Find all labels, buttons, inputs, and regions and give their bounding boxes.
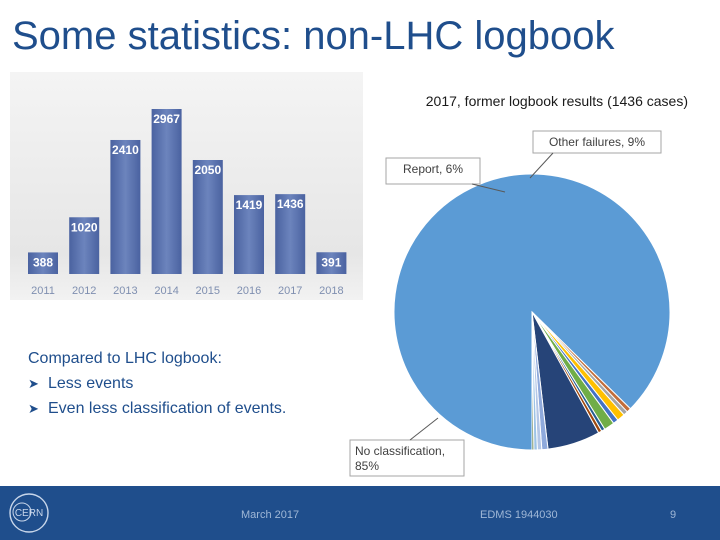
callout-label: Report, 6% (403, 162, 463, 176)
bullet-item: ➤ Even less classification of events. (28, 396, 286, 421)
x-tick-label: 2016 (237, 285, 261, 297)
bar-data-label: 2410 (112, 143, 139, 157)
pie-title: 2017, former logbook results (1436 cases… (426, 93, 688, 109)
bar (316, 252, 347, 274)
callout-leader-line (471, 183, 506, 193)
bullet-list: Compared to LHC logbook: ➤ Less events ➤ E… (28, 346, 286, 421)
callout-box (349, 439, 465, 477)
callout-label: 85% (355, 459, 379, 473)
x-tick-label: 2015 (196, 285, 220, 297)
footer-bar: CERN March 2017 EDMS 1944030 9 (0, 486, 720, 540)
arrow-bullet-icon: ➤ (28, 376, 39, 391)
x-tick-label: 2011 (31, 285, 55, 297)
x-tick-label: 2018 (319, 285, 343, 297)
footer-doc-id: EDMS 1944030 (480, 509, 558, 521)
bar (275, 194, 306, 274)
footer-page-number: 9 (670, 509, 677, 521)
bullet-text: Less events (48, 375, 134, 392)
arrow-bullet-icon: ➤ (28, 401, 39, 416)
x-tick-label: 2012 (72, 285, 96, 297)
bar (151, 109, 182, 274)
callout-leader-line (409, 417, 439, 441)
bar (192, 159, 223, 274)
bar-data-label: 391 (321, 255, 341, 269)
bar-data-label: 1436 (277, 197, 304, 211)
callout-leader-line (529, 152, 554, 179)
cern-logo-icon: CERN (6, 491, 52, 535)
callout-label: Other failures, 9% (549, 135, 645, 149)
bar-data-label: 2967 (153, 112, 180, 126)
bar (110, 139, 141, 274)
callout-box (532, 130, 662, 154)
bullet-heading: Compared to LHC logbook: (28, 350, 222, 367)
footer-date: March 2017 (241, 509, 300, 521)
callout-label: No classification, (355, 444, 445, 458)
bar-data-label: 1020 (71, 220, 98, 234)
x-tick-label: 2014 (154, 285, 178, 297)
x-tick-label: 2013 (113, 285, 137, 297)
bullet-item: ➤ Less events (28, 371, 286, 396)
bullet-text: Even less classification of events. (48, 400, 287, 417)
bar-data-label: 2050 (194, 163, 221, 177)
bar (69, 217, 100, 274)
bar-data-label: 388 (33, 255, 53, 269)
bar-data-label: 1419 (236, 198, 263, 212)
slide-title: Some statistics: non-LHC logbook (12, 14, 615, 58)
pie-slice (393, 173, 671, 451)
bar (234, 195, 264, 274)
x-tick-label: 2017 (278, 285, 302, 297)
pie-slice (531, 311, 535, 451)
callout-box (385, 157, 481, 185)
bar (28, 252, 58, 274)
bar-chart-background (10, 72, 363, 300)
logo-text: CERN (15, 508, 43, 519)
